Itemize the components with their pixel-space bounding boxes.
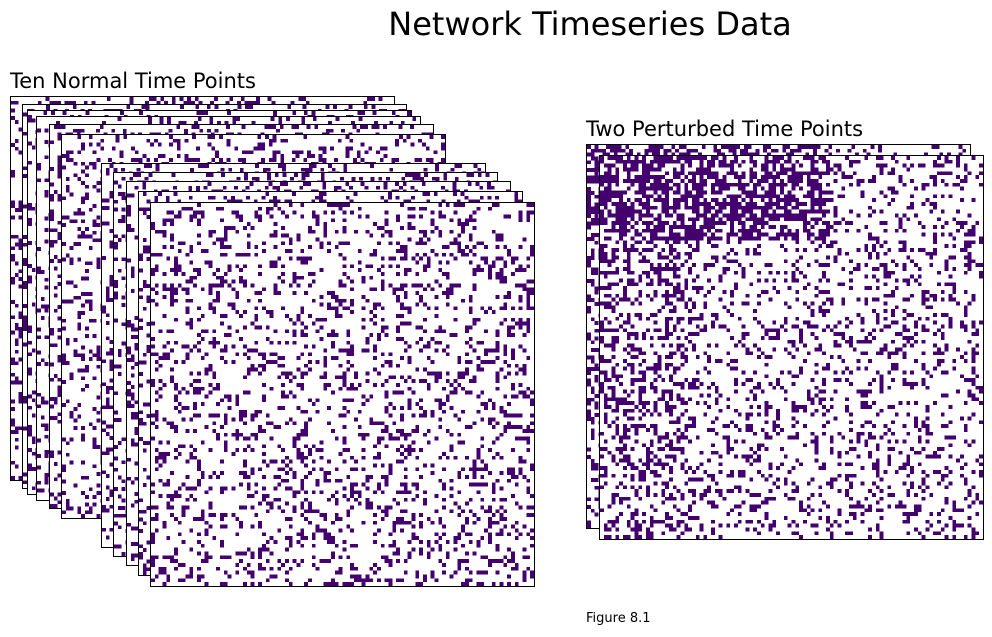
adjacency-matrix-perturbed-1 — [599, 155, 984, 540]
adjacency-matrix-normal-10 — [150, 202, 535, 587]
matrix-cells — [151, 203, 534, 586]
perturbed-panel-title: Two Perturbed Time Points — [586, 117, 864, 141]
figure-caption: Figure 8.1 — [586, 611, 651, 626]
normal-panel-title: Ten Normal Time Points — [10, 69, 256, 93]
figure-title: Network Timeseries Data — [388, 5, 792, 43]
matrix-cells — [600, 156, 983, 539]
